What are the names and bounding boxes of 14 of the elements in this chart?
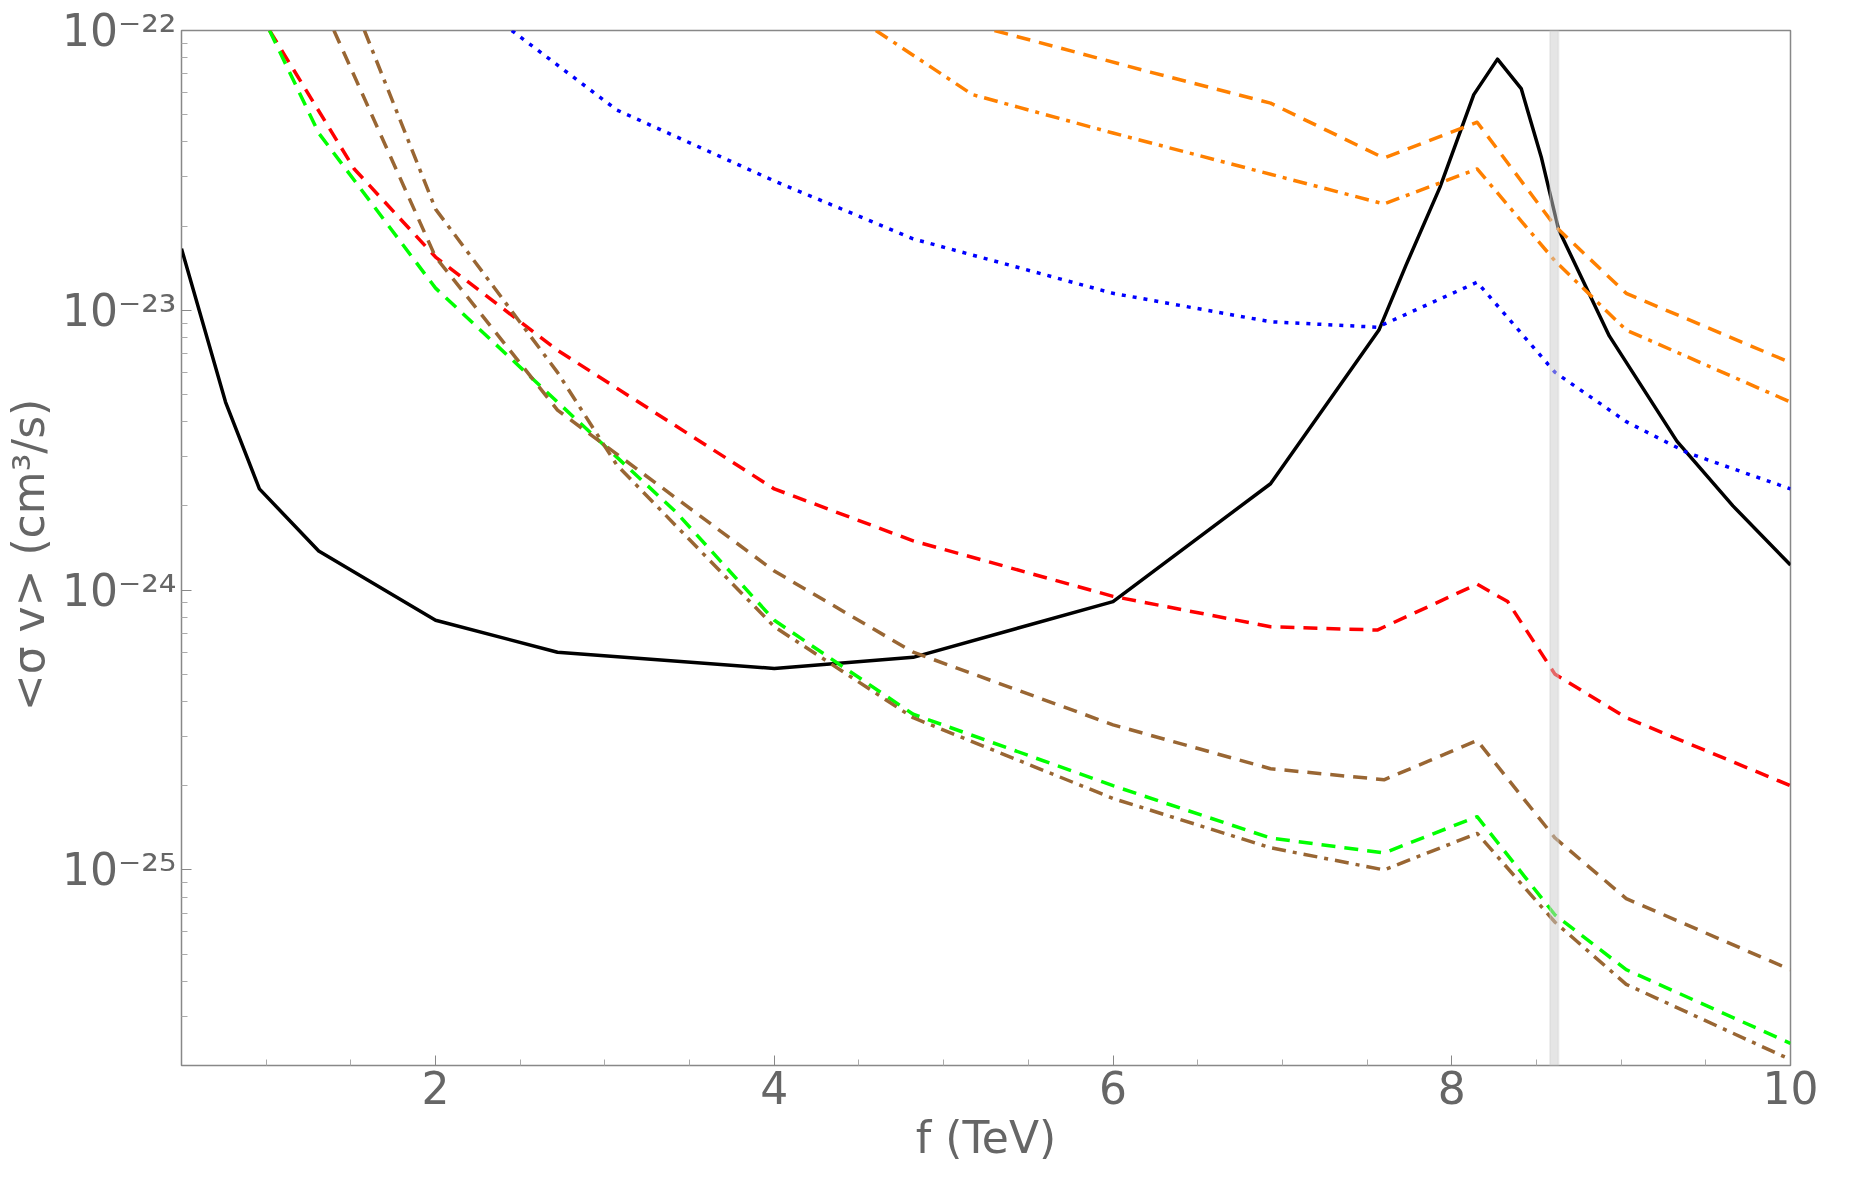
y-tick-label: 10⁻²⁵ (62, 844, 177, 896)
x-tick-label: 4 (760, 1062, 789, 1114)
y-tick-label: 10⁻²³ (62, 284, 177, 336)
x-tick-label: 8 (1437, 1062, 1466, 1114)
x-tick-label: 10 (1762, 1062, 1819, 1114)
line-series (510, 30, 1791, 491)
y-tick-label: 10⁻²⁴ (62, 564, 177, 616)
line-series (181, 57, 1791, 671)
x-tick-label: 6 (1099, 1062, 1128, 1114)
x-axis-title: f (TeV) (915, 1111, 1057, 1163)
x-tick-label: 2 (421, 1062, 450, 1114)
line-series (874, 30, 1791, 404)
y-tick-label: 10⁻²² (62, 5, 177, 56)
y-axis-title: <σ v> (cm³/s) (3, 398, 55, 712)
